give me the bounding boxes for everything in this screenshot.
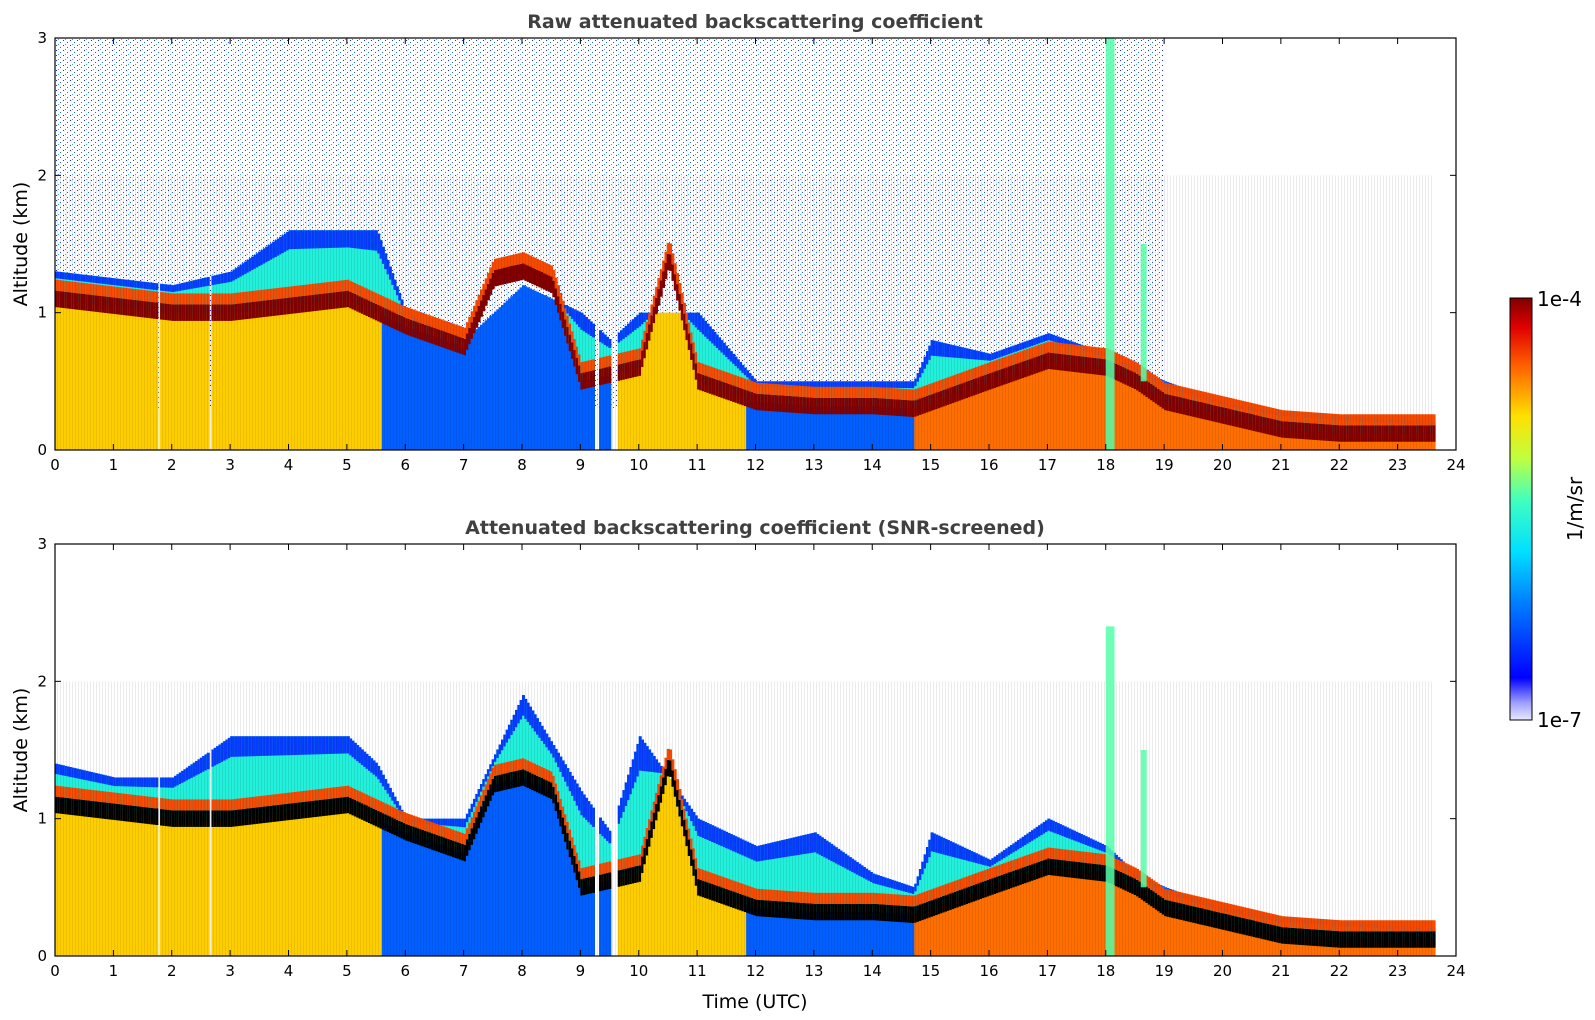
x-tick-label: 19 [1155,456,1174,474]
x-tick-label: 24 [1446,456,1465,474]
x-tick-label: 12 [746,456,765,474]
snr-panel-plot-area [55,626,1436,956]
x-tick-label: 13 [804,456,823,474]
x-tick-label: 5 [342,456,352,474]
snr-panel-title: Attenuated backscattering coefficient (S… [465,517,1045,539]
x-tick-label: 11 [688,456,707,474]
x-tick-label: 22 [1330,456,1349,474]
y-tick-label: 3 [37,29,47,47]
x-tick-label: 15 [921,456,940,474]
x-tick-label: 7 [459,456,469,474]
x-tick-label: 4 [284,456,294,474]
x-tick-label: 9 [576,456,586,474]
raw-panel: Raw attenuated backscattering coefficien… [10,11,1466,474]
x-tick-label: 10 [629,456,648,474]
raw-panel-y-ticks: 0 1 2 3 [37,29,1456,459]
cloud-column [1140,244,1147,382]
x-tick-label: 2 [167,456,177,474]
x-tick-label: 20 [1213,456,1232,474]
x-tick-label: 18 [1096,456,1115,474]
aerosol-layer-halo [1432,414,1436,426]
y-tick-label: 1 [37,304,47,322]
snr-panel: Attenuated backscattering coefficient (S… [10,517,1466,1013]
y-tick-label: 2 [37,166,47,184]
x-tick-label: 23 [1388,456,1407,474]
x-tick-label: 1 [109,456,119,474]
raw-panel-y-axis-label: Altitude (km) [10,182,32,307]
aerosol-layer-band [1432,425,1436,442]
x-tick-label: 14 [863,456,882,474]
raw-panel-plot-area [55,38,1436,450]
x-tick-label: 8 [517,456,527,474]
raw-panel-x-ticks: 0 1 2 3 4 5 6 7 8 9 10 11 12 13 14 15 16 17 18 19 20 21 22 23 24 [50,38,1466,474]
y-tick-label: 0 [37,441,47,459]
x-tick-label: 6 [400,456,410,474]
x-tick-label: 17 [1038,456,1057,474]
x-tick-label: 3 [225,456,235,474]
x-tick-label: 21 [1271,456,1290,474]
texture-overlay [55,175,1433,450]
raw-panel-title: Raw attenuated backscattering coefficien… [527,11,983,33]
x-tick-label: 0 [50,456,60,474]
cloud-column [1105,38,1115,450]
x-tick-label: 16 [979,456,998,474]
